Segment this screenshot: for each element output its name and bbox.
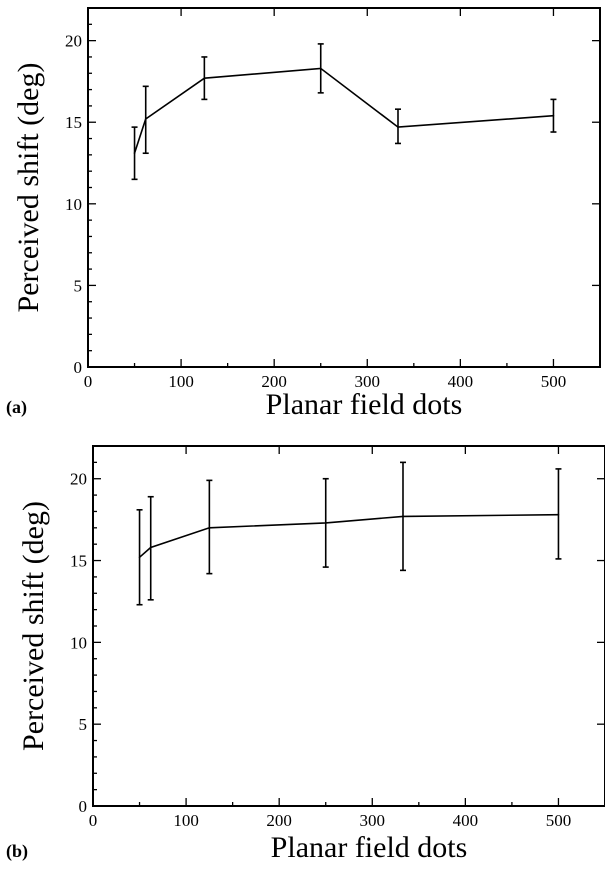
data-point (133, 152, 136, 155)
y-tick-label: 10 (65, 195, 82, 214)
x-tick-label: 200 (266, 811, 292, 830)
plot-frame (92, 445, 605, 807)
x-tick-label: 400 (448, 372, 474, 391)
y-tick-label: 5 (74, 276, 83, 295)
y-tick-label: 10 (70, 633, 87, 652)
data-point (552, 114, 555, 117)
x-tick-label: 0 (89, 811, 98, 830)
y-axis-label: Perceived shift (deg) (12, 63, 45, 313)
chart-panel-1: 0 100 200 300 400 500 0 5 10 15 20 Planar field dot… (6, 7, 601, 421)
x-tick-label: 500 (541, 372, 567, 391)
y-tick-label: 20 (65, 32, 82, 51)
x-tick-label: 100 (168, 372, 194, 391)
data-point (203, 77, 206, 79)
x-axis-label: Planar field dots (266, 388, 463, 421)
data-point (397, 126, 399, 128)
series-line (133, 67, 554, 154)
y-tick-label: 5 (79, 715, 88, 734)
y-axis-label: Perceived shift (deg) (17, 501, 50, 751)
data-point (402, 515, 404, 518)
x-tick-label: 100 (173, 811, 199, 830)
x-tick-label: 0 (84, 372, 93, 391)
data-point (138, 556, 141, 559)
y-tick-label: 0 (74, 358, 83, 377)
x-tick-label: 400 (453, 811, 479, 830)
y-tick-label: 15 (70, 552, 87, 571)
x-tick-label: 500 (546, 811, 572, 830)
data-point (324, 522, 327, 524)
x-axis-label: Planar field dots (271, 831, 468, 864)
y-tick-label: 20 (70, 470, 87, 489)
data-point (149, 546, 152, 549)
y-tick-label: 15 (65, 113, 82, 132)
y-tick-label: 0 (79, 797, 88, 816)
plot-frame (87, 7, 601, 368)
x-tick-label: 300 (355, 372, 381, 391)
series-line (138, 513, 559, 558)
data-point (144, 118, 147, 120)
panel-label: (a) (6, 397, 27, 418)
data-point (319, 67, 322, 70)
x-tick-label: 300 (360, 811, 386, 830)
data-point (208, 527, 211, 529)
data-point (557, 513, 560, 516)
chart-panel-2: 0 100 200 300 400 500 0 5 10 15 20 Planar field dot… (6, 445, 605, 864)
panel-label: (b) (6, 841, 28, 862)
x-tick-label: 200 (261, 372, 287, 391)
